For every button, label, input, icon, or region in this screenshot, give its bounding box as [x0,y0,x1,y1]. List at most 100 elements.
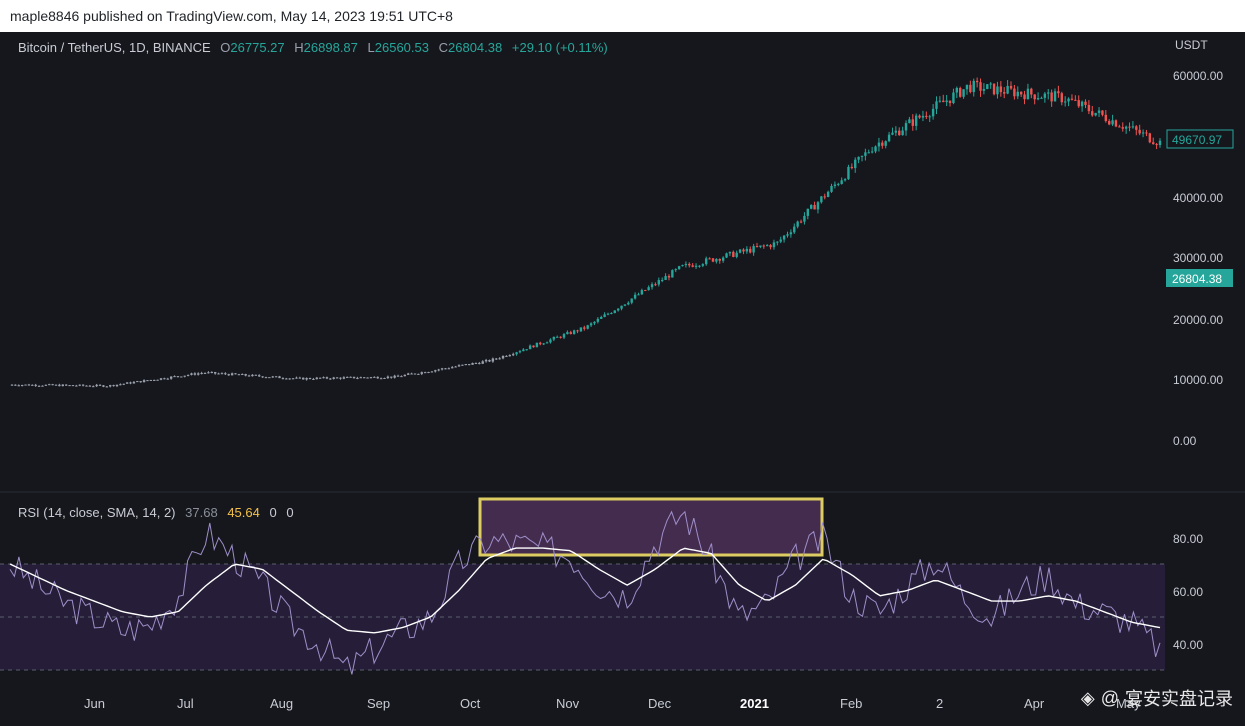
candle-body [711,258,715,262]
candle-body [501,355,505,359]
candle-body [51,384,54,386]
candle-body [373,376,376,378]
candle-body [362,377,366,379]
candle-body [843,179,847,181]
candle-body [525,349,528,351]
candle-body [146,380,149,382]
candle-body [227,374,230,376]
candle-body [857,156,860,160]
candle-body [24,384,27,386]
candle-body [823,196,826,198]
candle-body [315,377,318,380]
candle-body [603,314,606,317]
candle-body [254,374,258,376]
candle-body [894,130,898,133]
candle-body [271,376,274,378]
candle-body [715,259,718,262]
candle-body [200,372,203,374]
candle-body [491,358,495,362]
candle-body [1158,140,1162,146]
candle-body [264,377,268,379]
candle-body [305,378,308,380]
candle-body [220,373,224,375]
candle-body [119,384,122,386]
rsi-label[interactable]: RSI (14, close, SMA, 14, 2) [18,505,176,520]
symbol-label[interactable]: Bitcoin / TetherUS, 1D, BINANCE [18,40,211,55]
candle-body [674,269,677,271]
candle-body [955,88,959,93]
candle-body [637,294,640,296]
candle-body [1074,99,1077,101]
candle-body [390,376,393,378]
high-label: H [294,40,304,55]
candle-body [427,371,430,373]
candle-body [752,246,755,253]
candle-body [447,368,451,370]
candle-body [1084,101,1087,105]
rsi-tick-80: 80.00 [1173,532,1203,546]
candle-body [776,241,779,243]
candle-body [986,84,989,90]
candle-body [677,266,681,270]
candle-body [132,381,136,384]
candle-body [393,375,396,378]
candle-body [149,379,153,381]
time-tick-2: 2 [936,696,943,711]
candle-body [366,377,369,379]
candle-body [461,364,464,366]
low-value: 26560.53 [374,40,429,55]
candle-body [10,384,14,386]
candle-body [295,377,298,379]
candle-body [14,384,17,386]
candle-body [887,134,891,142]
candle-body [945,100,948,103]
candle-body [989,83,992,85]
candle-body [586,325,589,329]
candle-body [921,115,925,118]
candle-body [369,377,373,379]
candle-body [261,376,264,378]
candle-body [708,258,711,260]
candle-body [383,377,386,379]
candle-body [569,332,572,334]
candle-body [166,378,169,380]
candle-body [169,376,173,379]
candle-body [860,155,864,157]
candle-body [356,377,359,379]
price-tick-30000: 30000.00 [1173,251,1223,265]
candle-body [498,358,501,360]
candle-body [559,336,562,338]
chart-area[interactable]: USDT 60000.00 40000.00 30000.00 20000.00… [0,32,1245,721]
candle-body [451,367,454,369]
candle-body [911,119,914,126]
candle-body [511,354,515,356]
candle-body [1152,142,1155,145]
candle-body [1016,91,1019,97]
candle-body [281,378,285,380]
candle-body [593,321,596,324]
candle-body [1023,94,1026,100]
candle-body [999,86,1003,93]
candle-body [1128,126,1131,128]
candle-body [681,265,684,267]
candle-body [44,384,48,386]
candle-body [576,330,579,332]
candle-body [908,119,911,124]
candle-body [1050,92,1053,102]
candle-body [1026,88,1030,100]
candle-body [600,316,603,319]
rsi-legend[interactable]: RSI (14, close, SMA, 14, 2) 37.68 45.64 … [18,505,294,520]
candle-body [61,384,64,387]
chart-svg[interactable]: USDT 60000.00 40000.00 30000.00 20000.00… [0,32,1245,721]
candle-body [85,385,88,387]
candle-body [1118,126,1121,128]
candle-body [552,336,556,340]
candle-body [75,385,78,387]
candle-body [694,265,698,267]
candle-body [782,235,786,240]
candle-body [613,310,616,314]
time-tick-2021: 2021 [740,696,769,711]
price-legend[interactable]: Bitcoin / TetherUS, 1D, BINANCE O26775.2… [18,40,608,55]
candle-body [98,384,102,386]
candle-body [1080,101,1084,107]
